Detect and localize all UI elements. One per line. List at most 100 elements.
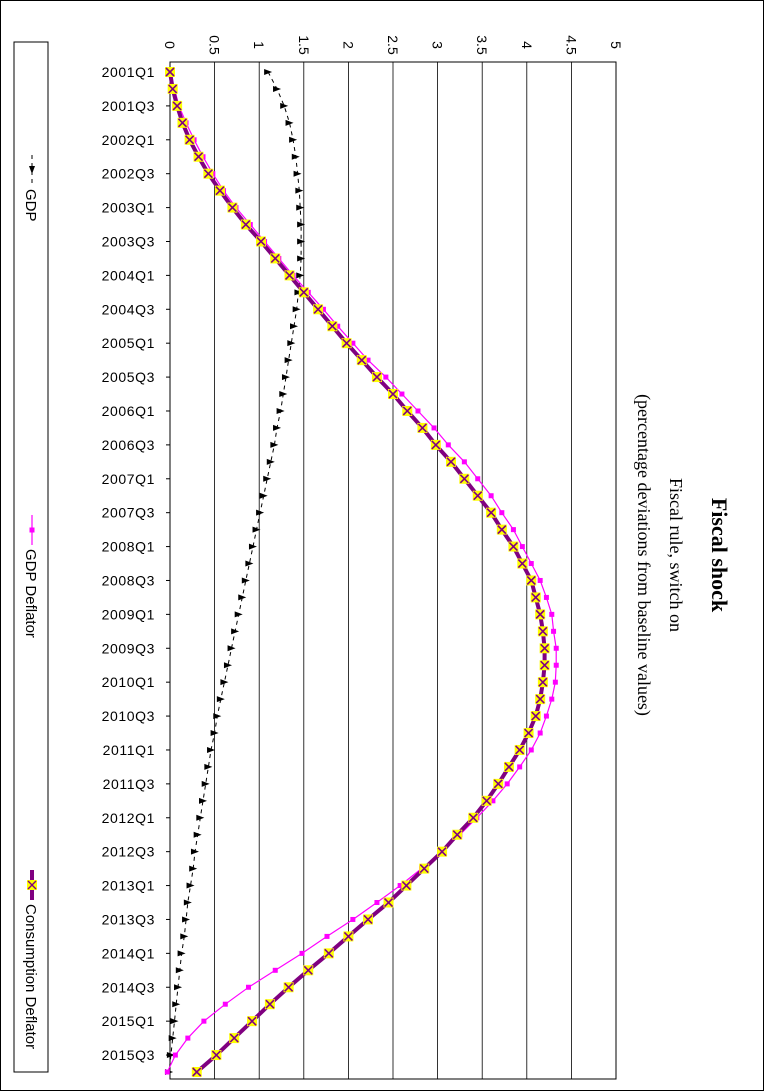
- consumption-deflator-marker: [371, 372, 382, 383]
- consumption-deflator-marker: [493, 778, 504, 789]
- period-tick-label: 2002Q1: [102, 132, 155, 148]
- period-tick-label: 2010Q3: [102, 708, 155, 724]
- marker-cross: [372, 372, 382, 382]
- gdp-deflator-marker: [201, 1018, 207, 1024]
- consumption-deflator-marker: [298, 287, 309, 298]
- gdp-marker: [291, 153, 300, 160]
- value-tick-label: 5: [608, 41, 624, 49]
- consumption-deflator-marker: [523, 728, 534, 739]
- consumption-deflator-marker: [537, 677, 548, 688]
- gdp-deflator-marker: [553, 645, 559, 651]
- marker-cross: [497, 525, 507, 535]
- marker-cross: [172, 101, 182, 111]
- consumption-deflator-marker: [193, 151, 204, 162]
- legend-box: [13, 41, 49, 1073]
- period-tick-label: 2012Q3: [102, 844, 155, 860]
- consumption-deflator-marker: [203, 168, 214, 179]
- consumption-deflator-marker: [526, 575, 537, 586]
- marker-cross: [342, 338, 352, 348]
- marker-cross: [538, 677, 548, 687]
- legend-item-gdp: GDP: [22, 155, 39, 222]
- gdp-marker: [168, 1035, 177, 1042]
- gdp-marker: [263, 475, 272, 482]
- marker-cross: [284, 982, 294, 992]
- gdp-marker: [264, 69, 273, 75]
- gdp-deflator-marker: [543, 594, 549, 600]
- marker-cross: [192, 1067, 202, 1077]
- period-tick-label: 2003Q1: [102, 200, 155, 216]
- gdp-marker: [280, 102, 289, 109]
- marker-cross: [482, 796, 492, 806]
- marker-cross: [535, 609, 545, 619]
- gdp-deflator-marker: [172, 1052, 178, 1058]
- gdp-deflator-marker: [553, 662, 559, 668]
- marker-cross: [168, 84, 178, 94]
- marker-cross: [185, 135, 195, 145]
- period-tick-label: 2015Q3: [102, 1047, 155, 1063]
- period-tick-label: 2011Q3: [103, 776, 155, 792]
- gdp-marker: [273, 85, 282, 92]
- period-tick-label: 2007Q1: [102, 471, 155, 487]
- gdp-marker: [177, 950, 186, 957]
- gdp-deflator-marker: [528, 747, 534, 753]
- gdp-deflator-marker: [185, 1035, 191, 1041]
- gdp-deflator-marker: [164, 1069, 170, 1075]
- gdp-series: [165, 69, 306, 1075]
- marker-cross: [299, 287, 309, 297]
- consumption-deflator-marker: [214, 185, 225, 196]
- consumption-deflator-marker: [211, 1050, 222, 1061]
- marker-cross: [452, 830, 462, 840]
- gdp-deflator-marker: [415, 408, 421, 414]
- legend-label: Consumption Deflator: [22, 904, 39, 1049]
- marker-cross: [446, 457, 456, 467]
- gdp-deflator-marker: [510, 527, 516, 533]
- marker-cross: [417, 423, 428, 433]
- period-tick-label: 2001Q1: [102, 64, 155, 80]
- marker-cross: [431, 440, 441, 450]
- gdp-deflator-marker: [517, 764, 523, 770]
- marker-cross: [388, 389, 398, 399]
- gdp-marker: [281, 374, 290, 381]
- gdp-marker: [289, 323, 298, 330]
- consumption-deflator-marker: [539, 643, 550, 654]
- marker-cross: [468, 813, 478, 823]
- period-tick-label: 2012Q1: [102, 810, 155, 826]
- gdp-marker: [296, 272, 305, 279]
- consumption-deflator-marker: [323, 948, 334, 959]
- gdp-marker: [252, 526, 261, 533]
- gdp-marker: [210, 730, 219, 737]
- marker-cross: [540, 660, 550, 670]
- marker-cross: [203, 169, 213, 179]
- marker-cross: [303, 965, 313, 975]
- gdp-deflator-marker: [399, 391, 405, 397]
- marker-cross: [215, 186, 225, 196]
- gdp-marker: [183, 899, 192, 906]
- gdp-deflator-marker: [549, 611, 555, 617]
- marker-cross: [313, 304, 323, 314]
- consumption-deflator-marker: [363, 914, 374, 925]
- gdp-marker: [294, 289, 303, 296]
- marker-cross: [247, 1016, 257, 1026]
- marker-cross: [211, 1050, 221, 1060]
- gdp-line: [168, 71, 302, 1073]
- consumption-deflator-marker: [229, 1033, 240, 1044]
- gdp-marker: [295, 187, 304, 194]
- value-tick-label: 2: [340, 41, 356, 49]
- consumption-deflator-marker: [270, 253, 281, 264]
- marker-cross: [526, 575, 536, 586]
- gdp-marker: [297, 255, 306, 262]
- legend-label: GDP Deflator: [22, 549, 39, 638]
- marker-cross: [327, 321, 337, 331]
- chart-subtitle: Fiscal rule, switch on: [666, 478, 686, 632]
- gdp-deflator-marker: [272, 967, 278, 973]
- consumption-deflator-marker: [383, 897, 394, 908]
- period-tick-label: 2005Q1: [102, 335, 155, 351]
- period-tick-label: 2010Q1: [102, 674, 155, 690]
- legend-swatch-marker: [29, 166, 35, 174]
- consumption-deflator-marker: [172, 100, 183, 111]
- marker-cross: [504, 762, 514, 772]
- consumption-deflator-marker: [430, 439, 441, 450]
- marker-cross: [459, 474, 469, 484]
- consumption-deflator-marker: [514, 744, 525, 755]
- marker-cross: [229, 1033, 239, 1043]
